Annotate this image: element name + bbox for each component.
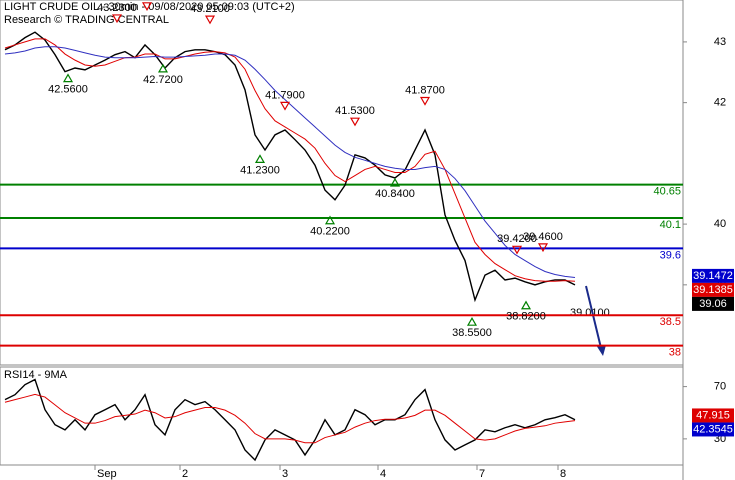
level-label: 40.65 (653, 186, 681, 198)
series-line (4, 31, 576, 303)
x-tick-label: 8 (560, 468, 566, 480)
series-line (4, 393, 576, 444)
peak-label: 43.2300 (97, 2, 137, 14)
trough-marker (324, 215, 336, 225)
peak-label: 41.7900 (265, 89, 305, 101)
last-value-box (692, 282, 734, 297)
trough-marker (157, 63, 169, 73)
trough-label: 38.5500 (452, 327, 492, 339)
x-tick-label: 2 (182, 468, 188, 480)
peak-label: 39.4200 (497, 233, 537, 245)
chart-title: LIGHT CRUDE OIL - 30min - 09/08/2020 05:… (4, 1, 295, 13)
peak-label: 43.4300 (127, 0, 167, 2)
level-label: 39.6 (660, 249, 681, 261)
last-value-label: 39.06 (699, 298, 727, 310)
y-tick-label: 43 (714, 36, 726, 48)
series-line (4, 378, 576, 462)
rsi-title: RSI14 - 9MA (4, 369, 68, 381)
forecast-arrowhead (596, 345, 606, 356)
last-value-label: 42.3545 (693, 423, 733, 435)
peak-label: 39.4600 (523, 231, 563, 243)
x-tick-label: Sep (97, 468, 117, 480)
level-label: 40.1 (660, 219, 681, 231)
trough-marker (254, 154, 266, 164)
peak-label: 41.8700 (405, 84, 445, 96)
peak-marker (204, 15, 216, 25)
last-value-label: 47.915 (696, 409, 730, 421)
last-value-box (692, 296, 734, 311)
x-tick-label: 3 (282, 468, 288, 480)
level-label: 38.5 (660, 316, 681, 328)
trough-marker (62, 73, 74, 83)
trough-label: 41.2300 (240, 164, 280, 176)
last-value-box (692, 422, 734, 437)
trough-label: 40.2200 (310, 226, 350, 238)
y-tick-label: 40 (714, 218, 726, 230)
level-label: 38 (669, 346, 681, 358)
last-value-box (692, 268, 734, 283)
peak-marker (279, 101, 291, 111)
peak-label: 43.2100 (190, 3, 230, 15)
peak-marker (511, 245, 523, 255)
peak-marker (111, 14, 123, 24)
y-tick-label: 42 (714, 97, 726, 109)
series-line (4, 46, 576, 279)
trough-marker (520, 300, 532, 310)
series-line (4, 38, 576, 282)
target-label: 39.0100 (570, 307, 610, 319)
x-tick-label: 4 (380, 468, 386, 480)
forecast-arrow (585, 285, 602, 349)
trough-marker (466, 316, 478, 326)
peak-label: 41.5300 (335, 105, 375, 117)
peak-marker (419, 96, 431, 106)
last-value-label: 39.1472 (693, 270, 733, 282)
y-tick-label: 70 (714, 381, 726, 393)
peak-marker (537, 243, 549, 253)
trough-label: 38.8200 (506, 311, 546, 323)
last-value-label: 39.1385 (693, 284, 733, 296)
peak-marker (349, 117, 361, 127)
source: Research © TRADING CENTRAL (4, 14, 169, 26)
trough-label: 40.8400 (375, 188, 415, 200)
x-tick-label: 7 (479, 468, 485, 480)
peak-marker (141, 2, 153, 11)
trough-label: 42.5600 (48, 84, 88, 96)
rsi-panel (0, 366, 684, 466)
trough-marker (389, 177, 401, 187)
trough-label: 42.7200 (143, 74, 183, 86)
last-value-box (692, 408, 734, 423)
